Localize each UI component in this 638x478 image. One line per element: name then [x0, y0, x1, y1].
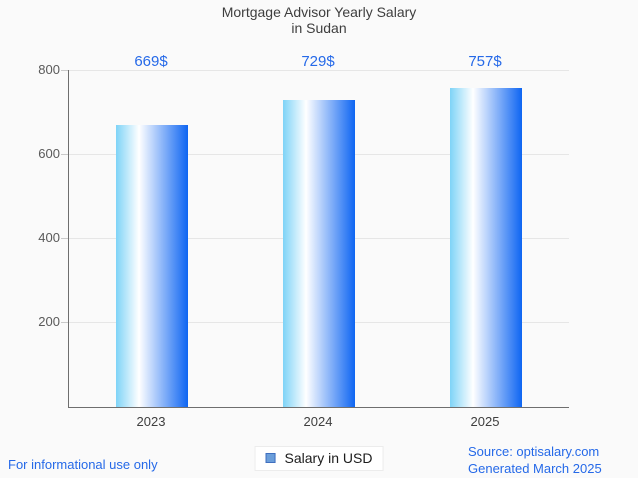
grid-line-800 [69, 70, 569, 71]
y-axis-tick-label: 200 [38, 314, 60, 329]
x-axis-tick-label: 2024 [303, 414, 333, 429]
y-axis-tick-mark [61, 238, 68, 239]
legend: Salary in USD [254, 446, 384, 471]
x-axis-tick-label: 2023 [136, 414, 166, 429]
bar-value-label: 669$ [134, 53, 168, 70]
source-block: Source: optisalary.com Generated March 2… [468, 443, 602, 477]
y-axis-tick-mark [61, 154, 68, 155]
chart-title: Mortgage Advisor Yearly Salary in Sudan [0, 4, 638, 36]
chart-title-line1: Mortgage Advisor Yearly Salary [221, 4, 417, 20]
generated-text: Generated March 2025 [468, 461, 602, 476]
y-axis-tick-label: 600 [38, 146, 60, 161]
legend-label: Salary in USD [284, 450, 373, 466]
bar [116, 125, 188, 407]
source-text: Source: optisalary.com [468, 444, 600, 459]
y-axis-tick-label: 400 [38, 230, 60, 245]
chart-title-line2: in Sudan [291, 20, 347, 36]
x-axis-tick-label: 2025 [470, 414, 500, 429]
y-axis-tick-mark [61, 70, 68, 71]
blue-square-icon [265, 453, 276, 463]
disclaimer-text: For informational use only [8, 457, 158, 472]
bar [283, 100, 355, 407]
bar-value-label: 729$ [301, 53, 335, 70]
bar [450, 88, 522, 407]
bar-value-label: 757$ [468, 53, 502, 70]
y-axis-tick-mark [61, 322, 68, 323]
plot-area [61, 70, 569, 408]
y-axis-tick-label: 800 [38, 62, 60, 77]
